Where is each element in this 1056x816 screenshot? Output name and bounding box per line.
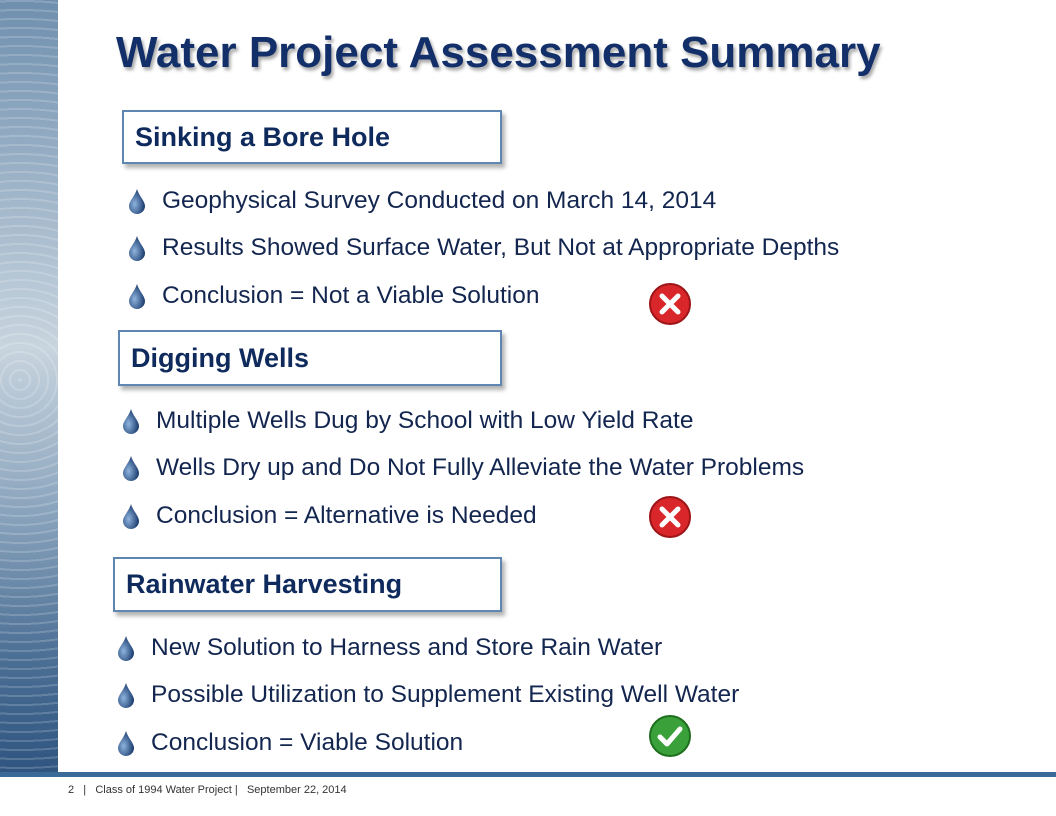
slide-title: Water Project Assessment Summary: [116, 28, 881, 77]
page-number: 2: [68, 784, 75, 796]
bullet-item: Conclusion = Alternative is Needed: [122, 502, 537, 530]
bullet-item: Multiple Wells Dug by School with Low Yi…: [122, 407, 693, 435]
water-drop-icon: [129, 284, 145, 309]
bullet-item: Results Showed Surface Water, But Not at…: [128, 234, 839, 262]
bullet-text: Conclusion = Viable Solution: [151, 729, 464, 756]
bullet-text: Wells Dry up and Do Not Fully Alleviate …: [156, 454, 805, 481]
footer: 2 | Class of 1994 Water Project | Septem…: [68, 784, 347, 796]
bullet-item: Possible Utilization to Supplement Exist…: [117, 681, 739, 709]
bullet-text: Results Showed Surface Water, But Not at…: [162, 234, 840, 261]
water-drop-icon: [123, 409, 139, 434]
bullet-item: New Solution to Harness and Store Rain W…: [117, 634, 662, 662]
bullet-text: Possible Utilization to Supplement Exist…: [151, 681, 740, 708]
water-drop-icon: [118, 636, 134, 661]
bullet-item: Conclusion = Not a Viable Solution: [128, 282, 540, 310]
section-heading-rainwater: Rainwater Harvesting: [113, 557, 502, 612]
bullet-text: Conclusion = Alternative is Needed: [156, 502, 537, 529]
water-drop-icon: [118, 683, 134, 708]
water-drop-icon: [129, 189, 145, 214]
red-x-icon: [649, 283, 691, 325]
water-drop-icon: [123, 456, 139, 481]
bullet-text: Multiple Wells Dug by School with Low Yi…: [156, 407, 694, 434]
bullet-text: New Solution to Harness and Store Rain W…: [151, 634, 663, 661]
water-drop-icon: [118, 731, 134, 756]
footer-divider: [0, 772, 1056, 777]
bullet-item: Geophysical Survey Conducted on March 14…: [128, 187, 716, 215]
green-check-icon: [649, 715, 691, 757]
bullet-item: Wells Dry up and Do Not Fully Alleviate …: [122, 454, 804, 482]
water-drop-icon: [123, 504, 139, 529]
red-x-icon: [649, 496, 691, 538]
bullet-text: Geophysical Survey Conducted on March 14…: [162, 187, 717, 214]
water-drop-icon: [129, 236, 145, 261]
bullet-item: Conclusion = Viable Solution: [117, 729, 463, 757]
section-heading-bore-hole: Sinking a Bore Hole: [122, 110, 502, 164]
footer-project: Class of 1994 Water Project: [95, 784, 232, 796]
bullet-text: Conclusion = Not a Viable Solution: [162, 282, 540, 309]
water-image-strip: [0, 0, 58, 772]
section-heading-wells: Digging Wells: [118, 330, 502, 386]
footer-date: September 22, 2014: [246, 784, 347, 796]
